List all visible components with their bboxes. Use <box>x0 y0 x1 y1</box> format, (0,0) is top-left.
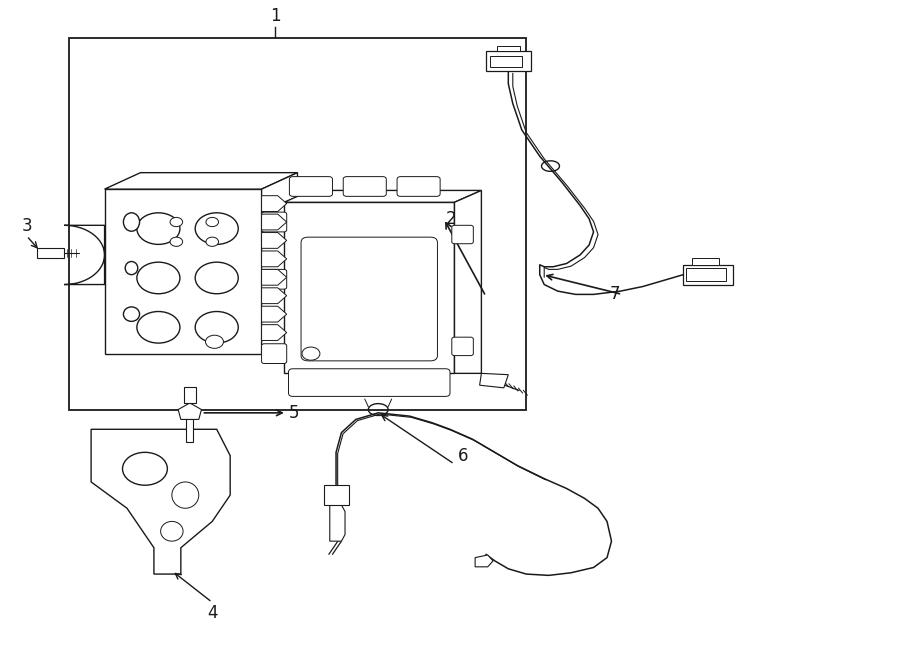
Polygon shape <box>262 288 287 303</box>
FancyBboxPatch shape <box>289 369 450 397</box>
Circle shape <box>195 311 239 343</box>
Circle shape <box>122 452 167 485</box>
Circle shape <box>195 213 239 245</box>
Polygon shape <box>262 325 287 340</box>
Polygon shape <box>262 173 298 354</box>
Circle shape <box>206 217 219 227</box>
Polygon shape <box>480 373 508 388</box>
Text: 6: 6 <box>458 447 469 465</box>
Polygon shape <box>104 189 262 354</box>
Polygon shape <box>683 265 733 284</box>
Text: 3: 3 <box>22 217 32 235</box>
Text: 7: 7 <box>610 286 620 303</box>
Polygon shape <box>186 420 194 442</box>
Polygon shape <box>91 429 230 574</box>
Circle shape <box>302 347 320 360</box>
FancyBboxPatch shape <box>343 176 386 196</box>
Circle shape <box>137 311 180 343</box>
FancyBboxPatch shape <box>452 337 473 356</box>
Polygon shape <box>475 555 493 567</box>
Polygon shape <box>184 387 196 403</box>
Circle shape <box>137 213 180 245</box>
Polygon shape <box>454 190 482 373</box>
Text: 2: 2 <box>446 210 456 228</box>
Polygon shape <box>262 251 287 267</box>
Polygon shape <box>497 46 520 51</box>
Polygon shape <box>324 485 348 505</box>
Circle shape <box>206 237 219 247</box>
Polygon shape <box>486 51 531 71</box>
Text: 4: 4 <box>207 603 218 622</box>
Ellipse shape <box>123 213 140 231</box>
Polygon shape <box>262 306 287 322</box>
Circle shape <box>170 237 183 247</box>
Bar <box>304 239 435 359</box>
Polygon shape <box>178 403 202 420</box>
Ellipse shape <box>172 482 199 508</box>
Polygon shape <box>329 505 345 541</box>
Bar <box>68 38 526 410</box>
Polygon shape <box>686 268 726 281</box>
Ellipse shape <box>123 307 140 321</box>
Polygon shape <box>37 248 64 258</box>
FancyBboxPatch shape <box>262 344 287 364</box>
Circle shape <box>205 335 223 348</box>
Polygon shape <box>284 190 482 202</box>
Polygon shape <box>64 225 104 284</box>
Circle shape <box>195 262 239 293</box>
FancyBboxPatch shape <box>262 270 287 289</box>
FancyBboxPatch shape <box>290 176 332 196</box>
Polygon shape <box>692 258 719 265</box>
Polygon shape <box>104 173 298 189</box>
FancyBboxPatch shape <box>262 212 287 232</box>
Text: 5: 5 <box>289 404 299 422</box>
Ellipse shape <box>125 262 138 275</box>
Polygon shape <box>262 214 287 230</box>
FancyBboxPatch shape <box>397 176 440 196</box>
Circle shape <box>137 262 180 293</box>
Text: 1: 1 <box>270 7 281 24</box>
Ellipse shape <box>160 522 183 541</box>
Polygon shape <box>262 270 287 285</box>
Polygon shape <box>262 196 287 212</box>
Polygon shape <box>262 233 287 249</box>
FancyBboxPatch shape <box>302 237 437 361</box>
Polygon shape <box>491 56 522 67</box>
Polygon shape <box>284 202 454 373</box>
Circle shape <box>170 217 183 227</box>
FancyBboxPatch shape <box>452 225 473 244</box>
